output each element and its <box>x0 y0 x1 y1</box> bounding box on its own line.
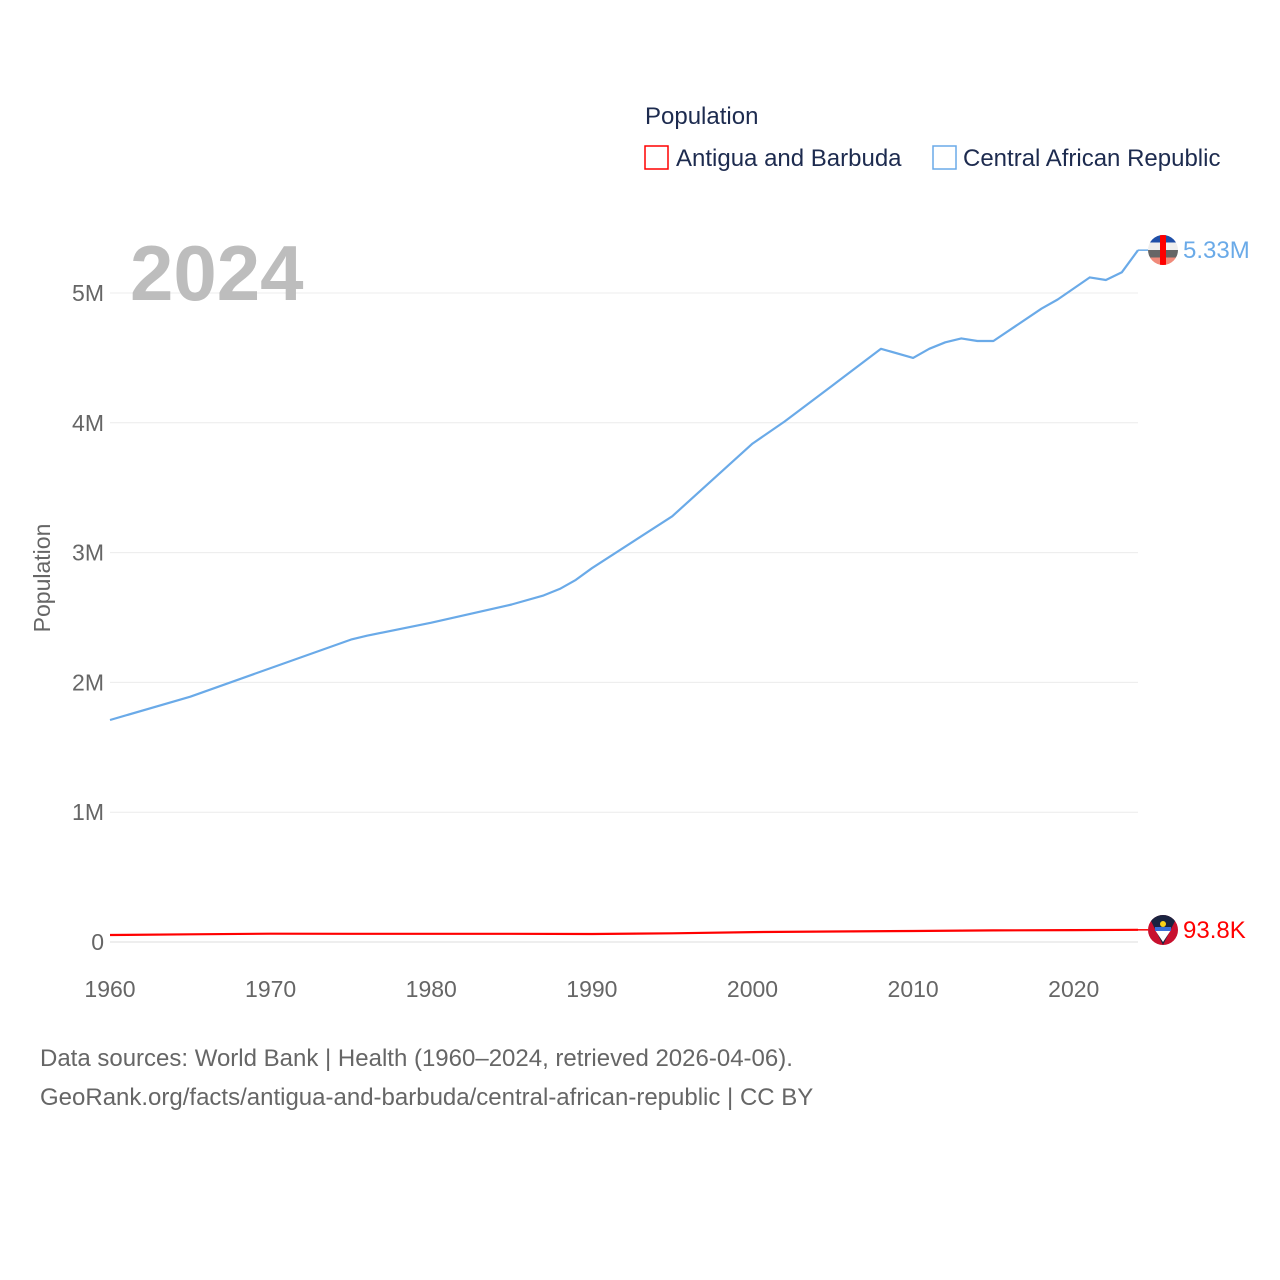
y-tick-label: 5M <box>72 280 104 306</box>
series-line-0[interactable] <box>109 928 1139 937</box>
grid-lines <box>110 292 1138 943</box>
y-tick-label: 0 <box>91 929 104 955</box>
x-axis-ticks: 1960 1970 1980 1990 2000 2010 2020 <box>84 976 1099 1002</box>
y-axis-ticks: 0 1M 2M 3M 4M 5M <box>72 280 104 955</box>
x-tick-label: 1980 <box>406 976 457 1002</box>
series-line-1[interactable] <box>109 249 1139 722</box>
y-axis-label: Population <box>29 524 55 633</box>
flag-car-icon <box>1148 235 1178 265</box>
x-tick-label: 1960 <box>84 976 135 1002</box>
x-tick-label: 2000 <box>727 976 778 1002</box>
legend: Population Antigua and Barbuda Central A… <box>644 103 1220 172</box>
flag-antigua-icon <box>1148 915 1178 945</box>
legend-title: Population <box>645 103 758 130</box>
y-tick-label: 2M <box>72 669 104 695</box>
end-value-label: 93.8K <box>1183 917 1246 944</box>
series-lines: 93.8K 5.33M <box>109 235 1250 945</box>
x-tick-label: 2010 <box>888 976 939 1002</box>
x-tick-label: 2020 <box>1048 976 1099 1002</box>
y-tick-label: 4M <box>72 410 104 436</box>
legend-label-car[interactable]: Central African Republic <box>963 145 1220 172</box>
legend-label-antigua[interactable]: Antigua and Barbuda <box>676 145 902 172</box>
legend-swatch-antigua[interactable] <box>644 145 669 170</box>
year-label: 2024 <box>130 229 304 317</box>
footer-link[interactable]: GeoRank.org/facts/antigua-and-barbuda/ce… <box>40 1084 814 1111</box>
legend-swatch-car[interactable] <box>932 145 957 170</box>
x-tick-label: 1970 <box>245 976 296 1002</box>
x-tick-label: 1990 <box>566 976 617 1002</box>
y-tick-label: 1M <box>72 799 104 825</box>
y-tick-label: 3M <box>72 540 104 566</box>
footer-sources: Data sources: World Bank | Health (1960–… <box>40 1045 793 1072</box>
end-value-label: 5.33M <box>1183 237 1250 264</box>
